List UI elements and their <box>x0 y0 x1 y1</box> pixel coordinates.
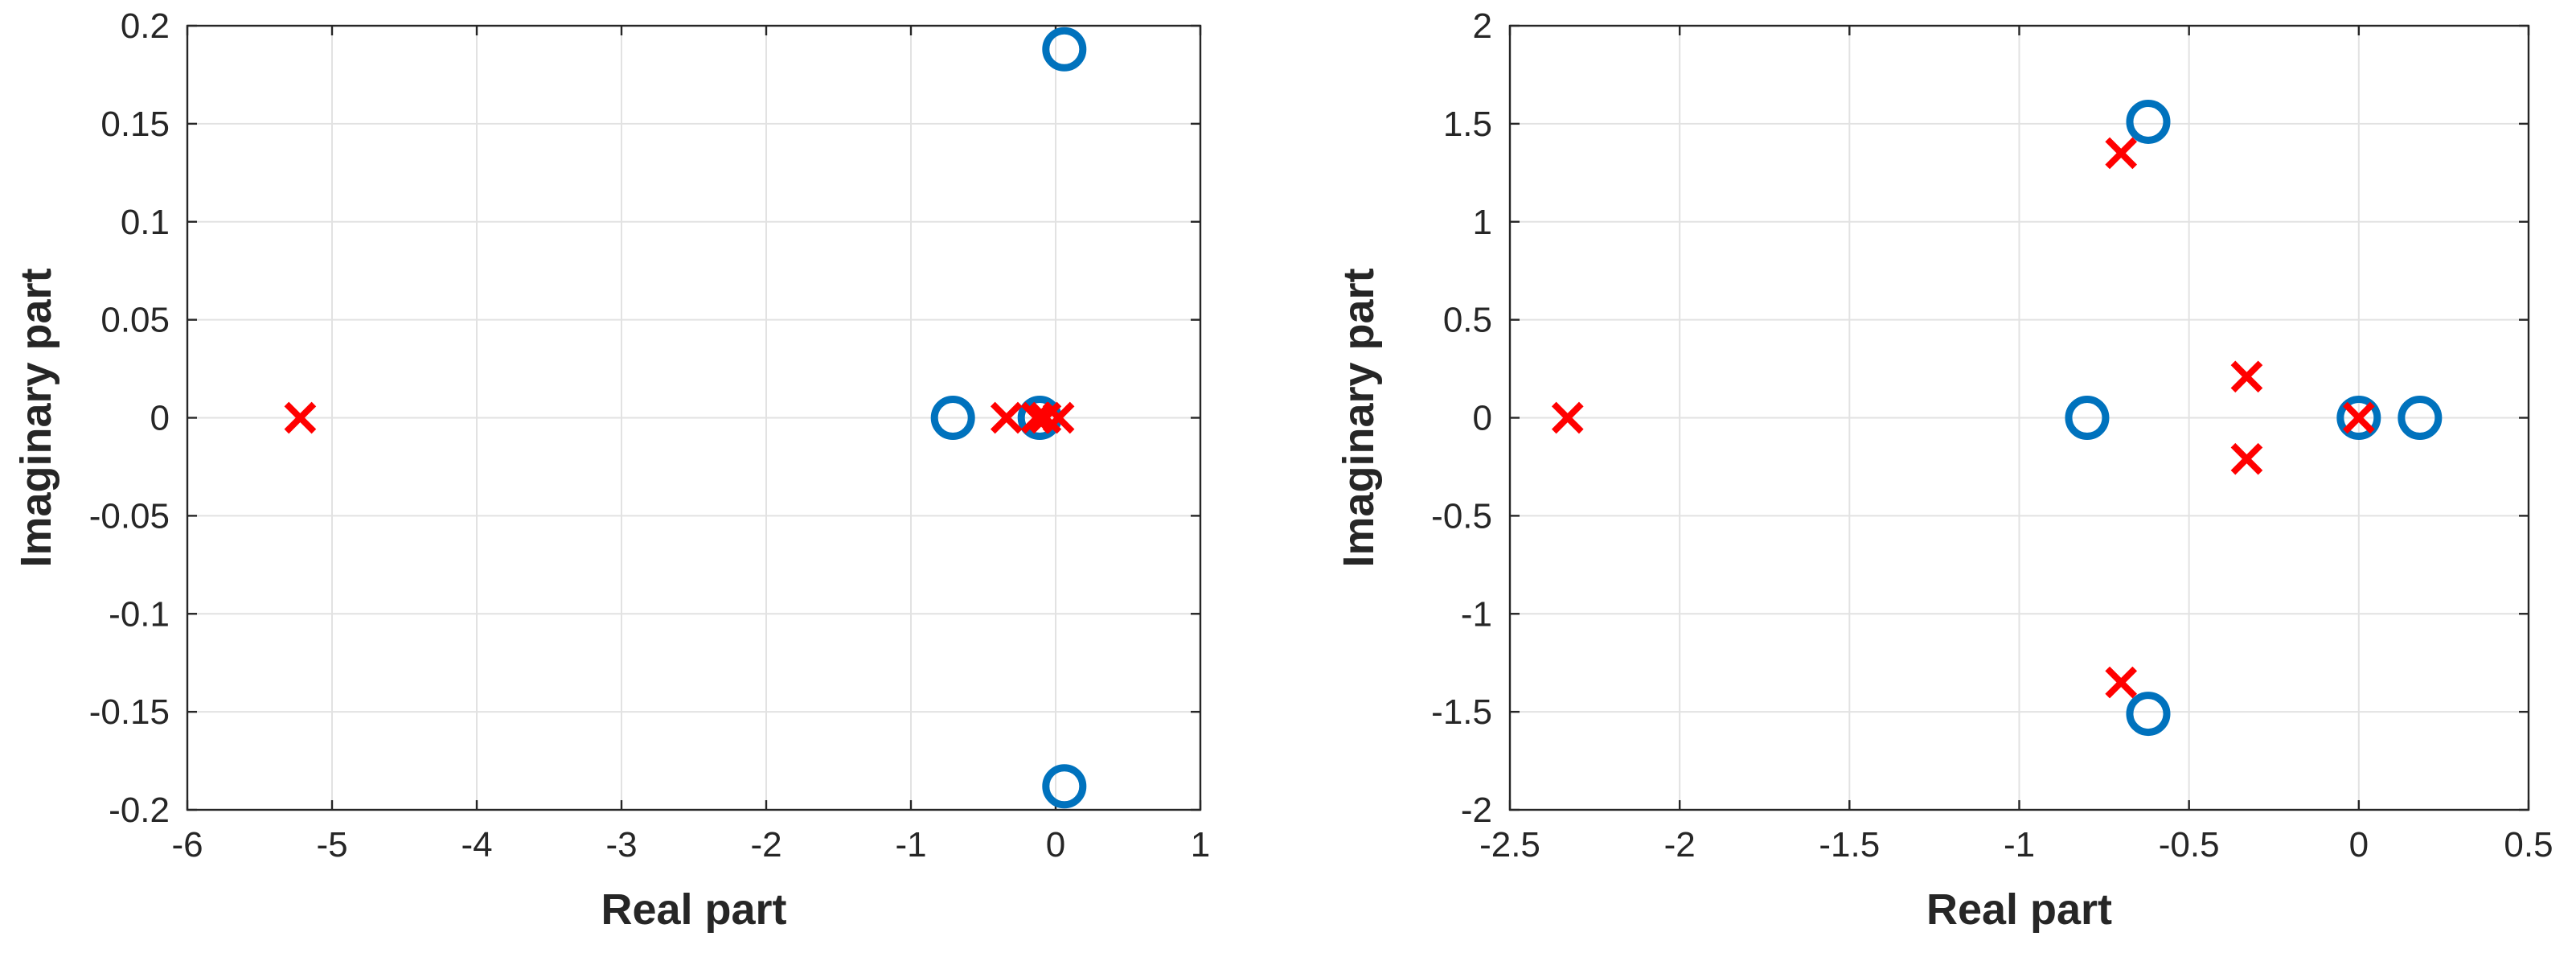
pole-marker <box>2105 137 2138 170</box>
marker-layer <box>284 27 1087 809</box>
right-pole-zero-plot: -2.5 -2 -1.5 -1 -0.5 0 0.5-2-1.5-1-0.500.511.5… <box>1335 6 2553 934</box>
pole-marker-stroke <box>2105 666 2138 699</box>
y-tick-label: -2 <box>1461 791 1492 830</box>
x-tick-label: 0 <box>1046 825 1065 865</box>
zero-marker <box>1042 764 1087 809</box>
y-axis-label: Imaginary part <box>12 268 60 567</box>
zero-marker <box>2336 396 2381 440</box>
pole-marker-stroke <box>2343 401 2375 434</box>
y-tick-label: 2 <box>1473 6 1492 46</box>
x-axis-label: Real part <box>601 885 786 934</box>
pole-marker-stroke <box>1042 401 1075 434</box>
x-tick-label: -4 <box>461 825 492 865</box>
y-tick-label: -0.5 <box>1431 496 1492 536</box>
x-tick-label: -1 <box>895 825 926 865</box>
pole-marker-stroke <box>284 401 317 434</box>
x-tick-label: 0.5 <box>2504 825 2553 865</box>
y-tick-label: -1 <box>1461 594 1492 634</box>
pole-marker-stroke <box>990 401 1023 434</box>
pole-marker-stroke <box>1551 401 1584 434</box>
y-tick-label: 0.1 <box>121 203 170 242</box>
y-axis-label: Imaginary part <box>1335 268 1383 567</box>
x-tick-label: -5 <box>316 825 347 865</box>
axes-box <box>186 24 1202 811</box>
marker-layer <box>1551 99 2443 737</box>
axes-box <box>1508 24 2530 811</box>
zero-marker <box>1042 27 1087 72</box>
pole-marker <box>2230 360 2263 393</box>
zero-marker <box>2065 396 2110 440</box>
y-tick-label: 0.15 <box>100 105 170 144</box>
y-tick-label: -0.2 <box>109 791 170 830</box>
y-tick-label: 0.5 <box>1443 301 1492 340</box>
y-tick-label: 0.05 <box>100 301 170 340</box>
zero-marker <box>2126 692 2171 737</box>
pole-marker <box>2230 442 2263 475</box>
zero-marker <box>2126 99 2171 144</box>
pole-marker <box>1551 401 1584 434</box>
zero-marker <box>930 396 975 440</box>
x-axis-label: Real part <box>1926 885 2112 934</box>
pole-marker <box>1029 401 1062 434</box>
x-tick-label: -6 <box>171 825 203 865</box>
x-tick-label: -2.5 <box>1479 825 1540 865</box>
x-tick-label: -2 <box>750 825 781 865</box>
y-tick-label: 0.2 <box>121 6 170 46</box>
x-tick-label: 1 <box>1191 825 1210 865</box>
y-tick-label: 0 <box>1473 399 1492 438</box>
left-pole-zero-plot: -6 -5 -4 -3 -2 -1 0 1 -0.2 -0.15 -0.1 -0.05 0 0.05 0.1… <box>12 6 1210 934</box>
y-tick-label: 0 <box>150 399 170 438</box>
pole-marker <box>1042 401 1075 434</box>
pole-marker <box>284 401 317 434</box>
x-tick-label: -1 <box>2004 825 2035 865</box>
y-tick-label: 1 <box>1473 203 1492 242</box>
x-tick-label: -0.5 <box>2159 825 2220 865</box>
zero-marker <box>2398 396 2443 440</box>
y-tick-label: 1.5 <box>1443 105 1492 144</box>
y-tick-label: -0.1 <box>109 594 170 634</box>
x-tick-label: -2 <box>1664 825 1696 865</box>
y-tick-label: -1.5 <box>1431 692 1492 732</box>
pole-marker <box>990 401 1023 434</box>
pole-marker-stroke <box>2230 360 2263 393</box>
pole-marker-stroke <box>1029 401 1062 434</box>
pole-marker <box>2343 401 2375 434</box>
x-tick-label: 0 <box>2349 825 2369 865</box>
pole-marker-stroke <box>2230 442 2263 475</box>
y-tick-label: -0.05 <box>89 496 170 536</box>
pole-marker-stroke <box>2105 137 2138 170</box>
pole-marker <box>2105 666 2138 699</box>
x-tick-label: -3 <box>605 825 637 865</box>
x-tick-label: -1.5 <box>1819 825 1880 865</box>
y-tick-label: -0.15 <box>89 692 170 732</box>
